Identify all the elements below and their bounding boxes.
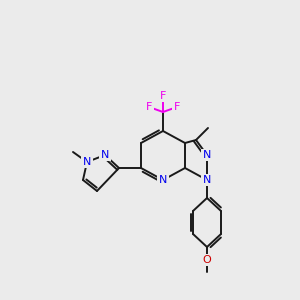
Text: N: N <box>159 175 167 185</box>
Text: N: N <box>101 150 109 160</box>
Text: F: F <box>174 102 180 112</box>
Text: F: F <box>160 91 166 101</box>
Text: O: O <box>202 255 211 265</box>
Text: F: F <box>146 102 152 112</box>
Text: N: N <box>83 157 91 167</box>
Text: N: N <box>203 150 211 160</box>
Text: N: N <box>203 175 211 185</box>
